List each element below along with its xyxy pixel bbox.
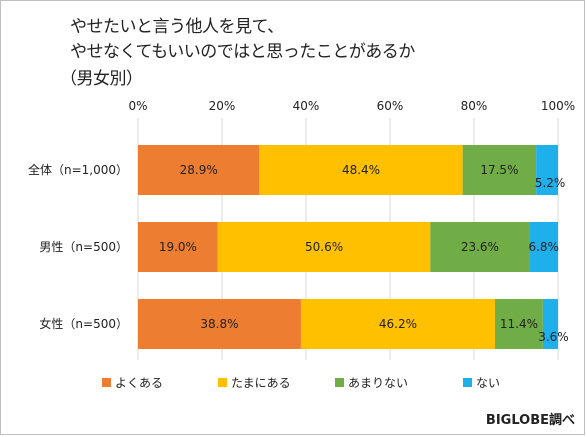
category-label: 女性（n=500）	[39, 316, 128, 331]
legend-label: よくある	[115, 376, 163, 390]
legend-swatch	[102, 378, 111, 387]
data-label: 46.2%	[379, 317, 417, 331]
data-label: 17.5%	[480, 163, 518, 177]
data-label: 19.0%	[159, 240, 197, 254]
x-tick-label: 100%	[541, 99, 575, 113]
x-tick-label: 40%	[293, 99, 320, 113]
x-tick-label: 0%	[128, 99, 147, 113]
legend-label: たまにある	[231, 376, 291, 390]
x-tick-label: 80%	[461, 99, 488, 113]
source-credit: BIGLOBE調べ	[486, 409, 575, 428]
data-label: 28.9%	[180, 163, 218, 177]
legend-swatch	[335, 378, 344, 387]
x-tick-label: 60%	[377, 99, 404, 113]
legend-swatch	[463, 378, 472, 387]
legend-label: ない	[476, 376, 500, 390]
category-label: 男性（n=500）	[39, 240, 128, 254]
data-label: 38.8%	[200, 317, 238, 331]
data-label: 23.6%	[461, 240, 499, 254]
data-label: 50.6%	[305, 240, 343, 254]
category-label: 全体（n=1,000）	[28, 162, 128, 177]
legend-swatch	[218, 378, 227, 387]
data-label: 3.6%	[538, 330, 569, 344]
data-label: 48.4%	[342, 163, 380, 177]
x-tick-label: 20%	[209, 99, 236, 113]
data-label: 11.4%	[500, 317, 538, 331]
data-label: 6.8%	[528, 240, 559, 254]
legend-label: あまりない	[348, 376, 408, 390]
data-label: 5.2%	[535, 176, 566, 190]
